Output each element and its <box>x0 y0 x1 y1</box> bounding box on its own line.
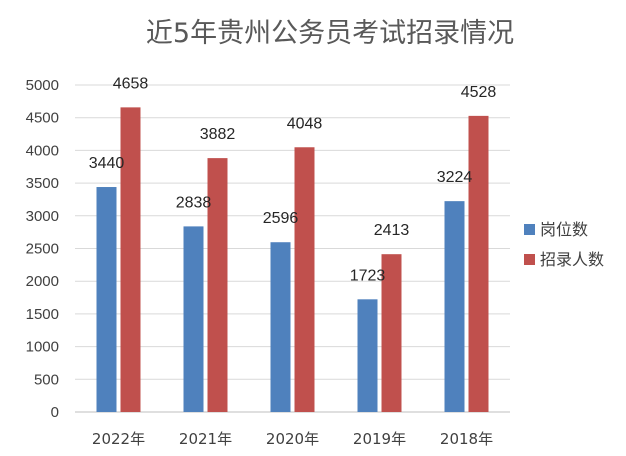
y-tick-label: 3500 <box>26 175 59 192</box>
bar-positions <box>96 187 117 412</box>
y-tick-label: 2500 <box>26 241 59 258</box>
data-label: 2596 <box>263 210 299 227</box>
bar-positions <box>357 299 378 412</box>
gridlines <box>75 84 510 413</box>
x-tick-label: 2019年 <box>353 430 406 448</box>
data-label: 2838 <box>176 194 212 211</box>
y-tick-label: 0 <box>51 404 59 421</box>
y-tick-label: 3000 <box>26 208 59 225</box>
bar-positions <box>183 226 204 412</box>
legend-swatch <box>524 224 535 235</box>
bars <box>96 107 489 413</box>
bar-positions <box>270 242 291 412</box>
x-tick-label: 2020年 <box>266 430 319 448</box>
data-label: 2413 <box>374 222 410 239</box>
chart-title: 近5年贵州公务员考试招录情况 <box>146 18 514 49</box>
bar-recruits <box>294 147 315 412</box>
y-tick-label: 1500 <box>26 306 59 323</box>
bar-positions <box>444 201 465 412</box>
legend-swatch <box>524 254 535 265</box>
data-label: 3224 <box>437 169 473 186</box>
y-tick-label: 4000 <box>26 142 59 159</box>
y-tick-label: 4500 <box>26 110 59 127</box>
x-tick-label: 2018年 <box>440 430 493 448</box>
y-tick-label: 5000 <box>26 77 59 94</box>
legend-label: 招录人数 <box>540 250 604 269</box>
bar-recruits <box>381 254 402 412</box>
x-axis: 2022年 2021年 2020年 2019年 2018年 <box>92 430 493 448</box>
data-label: 3882 <box>200 126 236 143</box>
bar-recruits <box>468 115 489 412</box>
legend-label: 岗位数 <box>540 220 588 239</box>
y-tick-label: 2000 <box>26 273 59 290</box>
y-axis: 0 500 1000 1500 2000 2500 3000 3500 4000 4500 5000 <box>26 77 59 421</box>
x-tick-label: 2021年 <box>179 430 232 448</box>
y-tick-label: 500 <box>34 371 59 388</box>
bar-recruits <box>207 158 228 412</box>
data-label: 4528 <box>461 84 497 101</box>
data-label: 4658 <box>113 75 149 92</box>
data-label: 1723 <box>350 267 386 284</box>
y-tick-label: 1000 <box>26 339 59 356</box>
x-tick-label: 2022年 <box>92 430 145 448</box>
data-labels: 3440 4658 2838 3882 2596 4048 1723 2413 3224 4528 <box>89 75 497 284</box>
data-label: 3440 <box>89 155 125 172</box>
data-label: 4048 <box>287 115 323 132</box>
bar-recruits <box>120 107 141 413</box>
